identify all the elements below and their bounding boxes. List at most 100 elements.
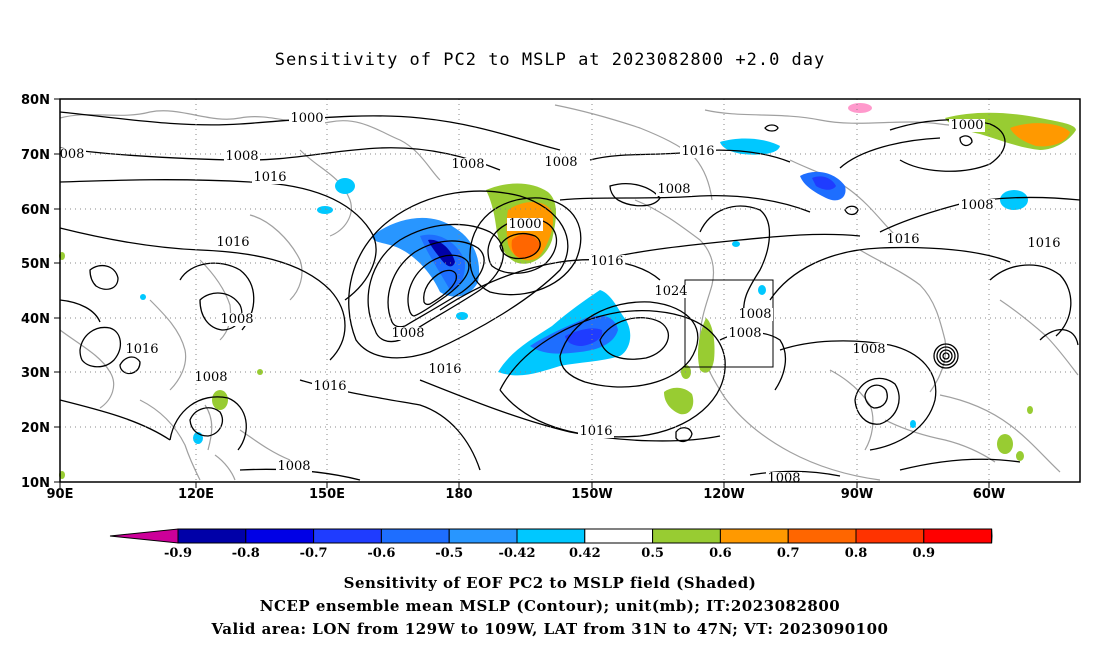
lat-label: 70N [21,148,50,163]
colorbar-label: -0.7 [300,546,328,561]
colorbar-segment [245,528,315,544]
lat-label: 50N [21,257,50,272]
colorbar-label: -0.8 [232,546,260,561]
contour-label: 1016 [253,170,286,185]
colorbar-label: -0.9 [164,546,192,561]
caption-line-2: NCEP ensemble mean MSLP (Contour); unit(… [259,597,841,615]
colorbar-left-arrow [109,528,179,544]
lon-label: 120E [178,487,214,502]
colorbar-label: -0.5 [435,546,463,561]
lat-label: 20N [21,421,50,436]
colorbar-label: 0.9 [912,546,935,561]
contour-label: 1016 [681,144,714,159]
contour-label-bg [949,119,985,132]
colorbar-segment [652,528,721,544]
contour-label: 1016 [428,362,461,377]
contour-label: 1016 [1027,236,1060,251]
contour-label: 1008 [277,459,310,474]
lon-label: 60W [973,487,1005,502]
contour-label: 1008 [225,149,258,164]
contour-label: 1024 [654,284,687,299]
contour-label-bg [58,148,86,161]
contour-label-bg [737,308,773,321]
colorbar-segment [516,528,586,544]
contour-label: 1008 [391,326,424,341]
contour-label: 1016 [590,254,623,269]
lat-label: 80N [21,93,50,108]
contour-label-bg [507,218,543,231]
lat-label: 40N [21,312,50,327]
lon-label: 180 [445,487,472,502]
contour-label-bg [653,285,689,298]
contour-label-bg [959,199,995,212]
colorbar-segment [584,528,654,544]
contour-label-bg [390,327,426,340]
contour-label-bg [289,112,325,125]
contour-label: 1008 [767,471,800,486]
contour-label: 1016 [886,232,919,247]
contour-label: 1008 [451,157,484,172]
contour-label: 008 [60,147,85,162]
contour-label: 1016 [216,235,249,250]
contour-label-bg [219,313,255,326]
lon-label: 120W [703,487,744,502]
contour-label: 1008 [220,312,253,327]
colorbar-segment [380,528,450,544]
colorbar-segment [855,528,925,544]
colorbar-label: -0.42 [498,546,535,561]
colorbar-label: -0.6 [367,546,395,561]
colorbar-segment [177,528,247,544]
contour-label: 1016 [313,379,346,394]
contour-label-bg [224,150,260,163]
axis-ticks [54,98,990,488]
colorbar-label: 0.5 [641,546,664,561]
contour-label: 1000 [508,217,541,232]
contour-label-bg [193,371,229,384]
contour-label: 1008 [738,307,771,322]
contour-label: 1008 [960,198,993,213]
colorbar-segment [313,528,382,544]
colorbar-label: 0.42 [569,546,601,561]
lon-label: 90W [841,487,873,502]
contour-label: 1008 [728,326,761,341]
contour-labels: 1000 008 1008 1016 1008 1008 1016 1008 1000 1008 1… [58,111,1062,486]
colorbar-segment [787,528,857,544]
contour-label: 1000 [290,111,323,126]
contour-label-bg [589,255,625,268]
lon-label: 150W [571,487,612,502]
contour-label-bg [727,327,763,340]
colorbar-segment [923,528,993,544]
contour-label-bg [215,236,251,249]
contour-label-bg [851,343,887,356]
lat-label: 30N [21,366,50,381]
colorbar-segment [448,528,518,544]
colorbar-labels: -0.9 -0.8 -0.7 -0.6 -0.5 -0.42 0.42 0.5 0.6 0.7 0.… [164,546,935,561]
contour-label-bg [578,425,614,438]
lon-label: 150E [309,487,345,502]
colorbar-segment [719,528,789,544]
contour-label-bg [885,233,921,246]
colorbar-label: 0.6 [709,546,732,561]
contour-label-bg [1026,237,1062,250]
contour-label: 1016 [125,342,158,357]
lat-label: 60N [21,203,50,218]
contour-label-bg [124,343,160,356]
valid-area-box [684,279,774,368]
lat-label: 10N [21,476,50,491]
graticule [60,99,1080,482]
colorbar-label: 0.8 [845,546,868,561]
contour-label: 1008 [657,182,690,197]
contour-label-bg [450,158,486,171]
contour-label-bg [656,183,692,196]
contour-label: 1000 [950,118,983,133]
contour-label-bg [276,460,312,473]
sensitivity-shading [59,103,1076,479]
contour-label-bg [427,363,463,376]
contour-label: 1008 [544,155,577,170]
contour-label: 1016 [579,424,612,439]
contour-label-bg [543,156,579,169]
colorbar-label: 0.7 [777,546,800,561]
contour-label: 1008 [852,342,885,357]
contour-label-bg [252,171,288,184]
